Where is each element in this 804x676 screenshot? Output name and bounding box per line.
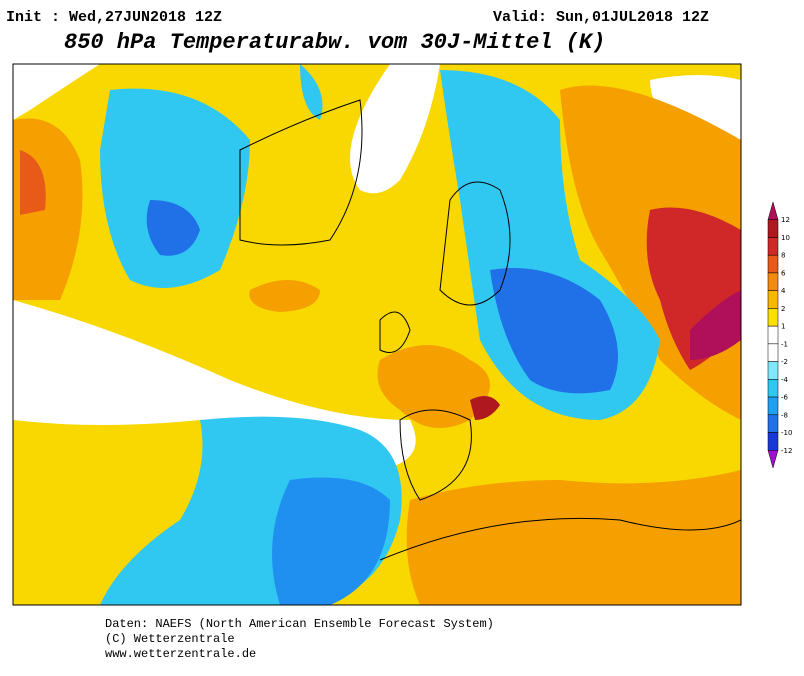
legend-swatch (767, 396, 779, 416)
legend-swatch (767, 219, 779, 238)
legend-label: -1 (781, 340, 788, 348)
legend-label: 10 (781, 234, 790, 242)
legend-label: -8 (781, 411, 788, 419)
legend-label: 12 (781, 216, 790, 224)
legend-label: 8 (781, 252, 785, 260)
legend: 12 10 8 6 4 2 1 -1 -2 -4 -6 -8 -10 -12 (767, 201, 792, 469)
legend-swatch (767, 450, 779, 469)
legend-swatch (767, 414, 779, 433)
legend-swatch (767, 201, 779, 220)
legend-label: -4 (781, 376, 789, 384)
footer-line: www.wetterzentrale.de (105, 647, 256, 661)
legend-swatch (767, 432, 779, 451)
legend-label: -6 (781, 394, 789, 402)
legend-swatch (767, 290, 779, 309)
legend-label: 6 (781, 269, 786, 277)
legend-label: 4 (781, 287, 786, 295)
legend-swatch (767, 254, 779, 274)
legend-swatch (767, 379, 779, 398)
legend-swatch (767, 237, 779, 256)
legend-swatch (767, 308, 779, 327)
legend-label: -10 (781, 429, 792, 437)
footer-line: (C) Wetterzentrale (105, 632, 235, 646)
valid-time: Valid: Sun,01JUL2018 12Z (493, 9, 709, 26)
map (12, 63, 742, 606)
legend-swatch (767, 325, 779, 345)
legend-swatch (767, 343, 779, 362)
legend-label: 2 (781, 305, 785, 313)
footer-line: Daten: NAEFS (North American Ensemble Fo… (105, 617, 494, 631)
init-time: Init : Wed,27JUN2018 12Z (6, 9, 222, 26)
legend-label: -12 (781, 447, 792, 455)
legend-label: -2 (781, 358, 788, 366)
legend-swatch (767, 361, 779, 380)
legend-label: 1 (781, 323, 785, 331)
legend-swatch (767, 272, 779, 291)
map-title: 850 hPa Temperaturabw. vom 30J-Mittel (K… (64, 30, 605, 55)
